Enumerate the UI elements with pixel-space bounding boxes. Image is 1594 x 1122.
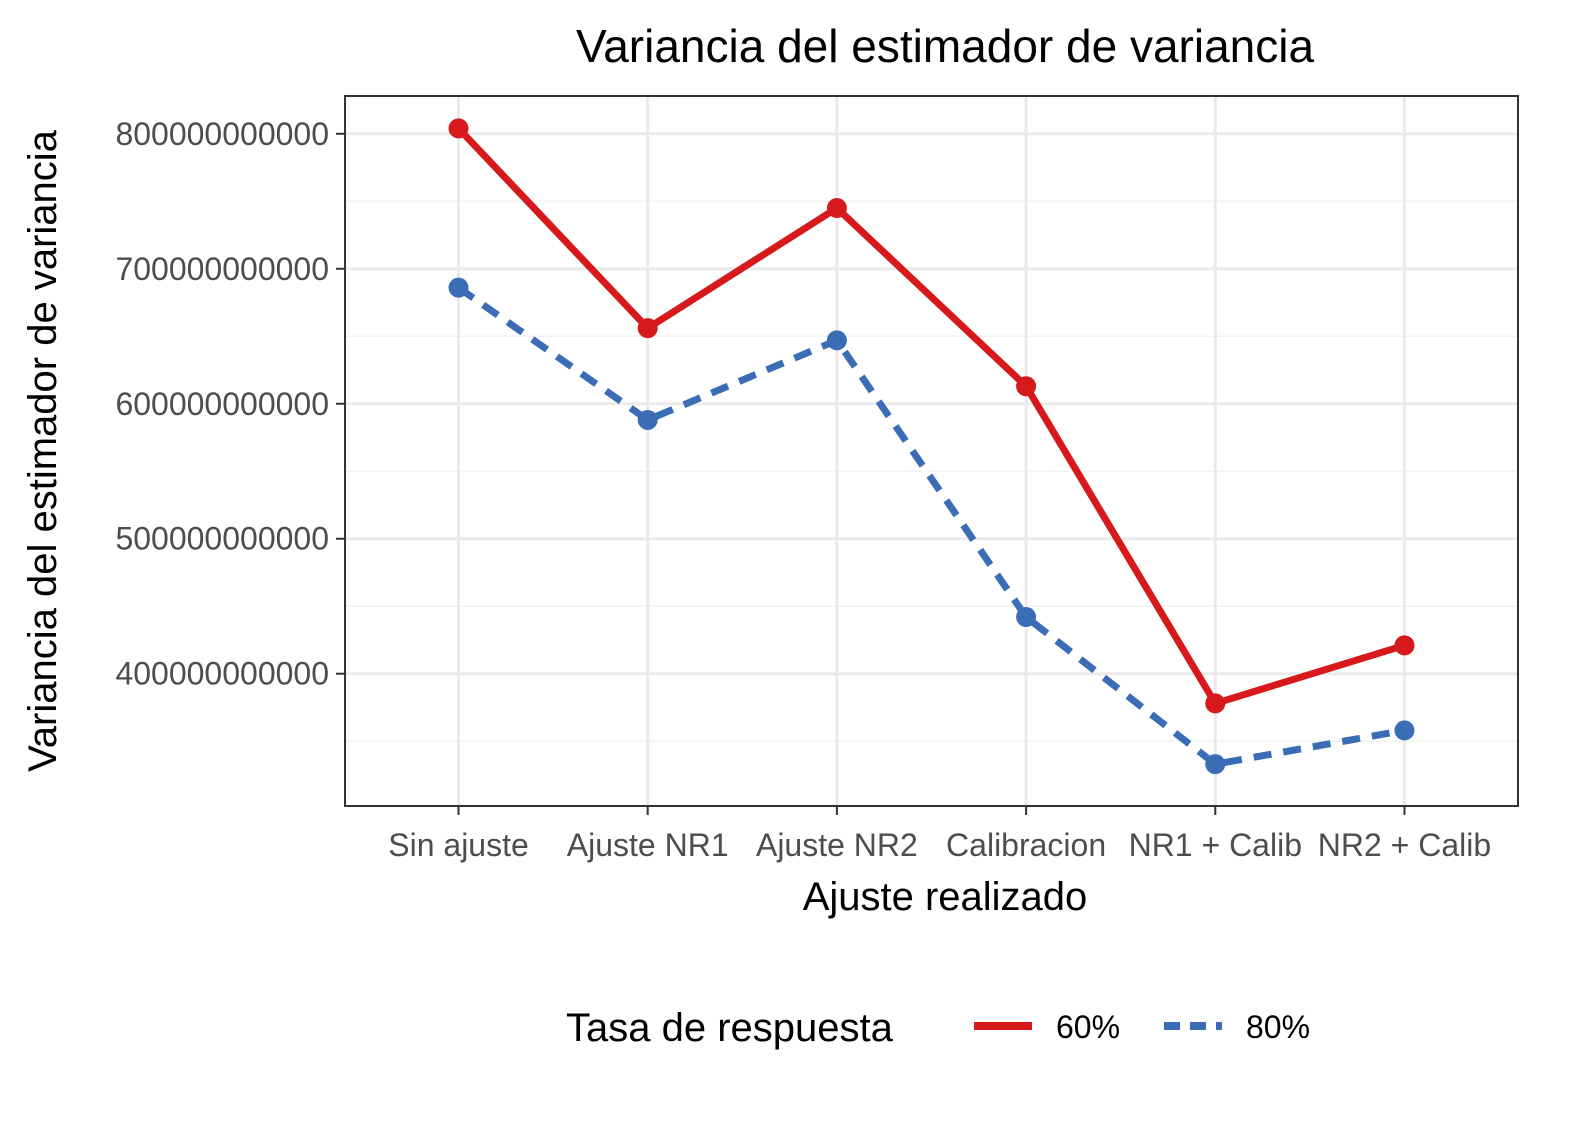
data-point [1205,693,1226,714]
data-point [1205,754,1226,775]
data-point [637,318,658,339]
x-tick-label: Ajuste NR2 [756,827,918,863]
data-point [448,118,469,139]
series-line-1 [456,284,1406,768]
data-point [1016,376,1037,397]
x-tick-label: NR1 + Calib [1129,827,1302,863]
x-axis: Sin ajuste Ajuste NR1 Ajuste NR2 Calibracio… [388,806,1491,863]
y-axis: 400000000000 500000000000 600000000000 7000… [115,116,345,692]
x-tick-label: Sin ajuste [388,827,529,863]
x-tick-label: Calibracion [946,827,1106,863]
data-point [826,198,847,219]
y-tick-label: 600000000000 [115,386,329,422]
data-point [637,409,658,430]
data-point [1394,720,1415,741]
plot-border [344,95,1519,807]
y-axis-title: Variancia del estimador de variancia [21,129,65,772]
x-tick-label: Ajuste NR1 [567,827,729,863]
y-tick-label: 700000000000 [115,251,329,287]
legend-label-80: 80% [1246,1009,1310,1045]
major-gridlines [345,96,1518,806]
y-tick-label: 500000000000 [115,521,329,557]
legend-label-60: 60% [1056,1009,1120,1045]
chart-title: Variancia del estimador de variancia [576,20,1315,72]
y-tick-label: 400000000000 [115,656,329,692]
data-point [1394,635,1415,656]
minor-gridlines [345,200,1518,742]
data-point [1016,607,1037,628]
plot-background [345,96,1518,806]
data-point [448,277,469,298]
legend-title: Tasa de respuesta [566,1006,894,1050]
data-point [826,330,847,351]
x-axis-title: Ajuste realizado [803,875,1088,919]
legend: Tasa de respuesta 60% 80% [566,1006,1310,1050]
series-layer [448,118,1415,775]
series-line-0 [455,125,1406,707]
x-tick-label: NR2 + Calib [1318,827,1491,863]
y-tick-label: 800000000000 [115,116,329,152]
